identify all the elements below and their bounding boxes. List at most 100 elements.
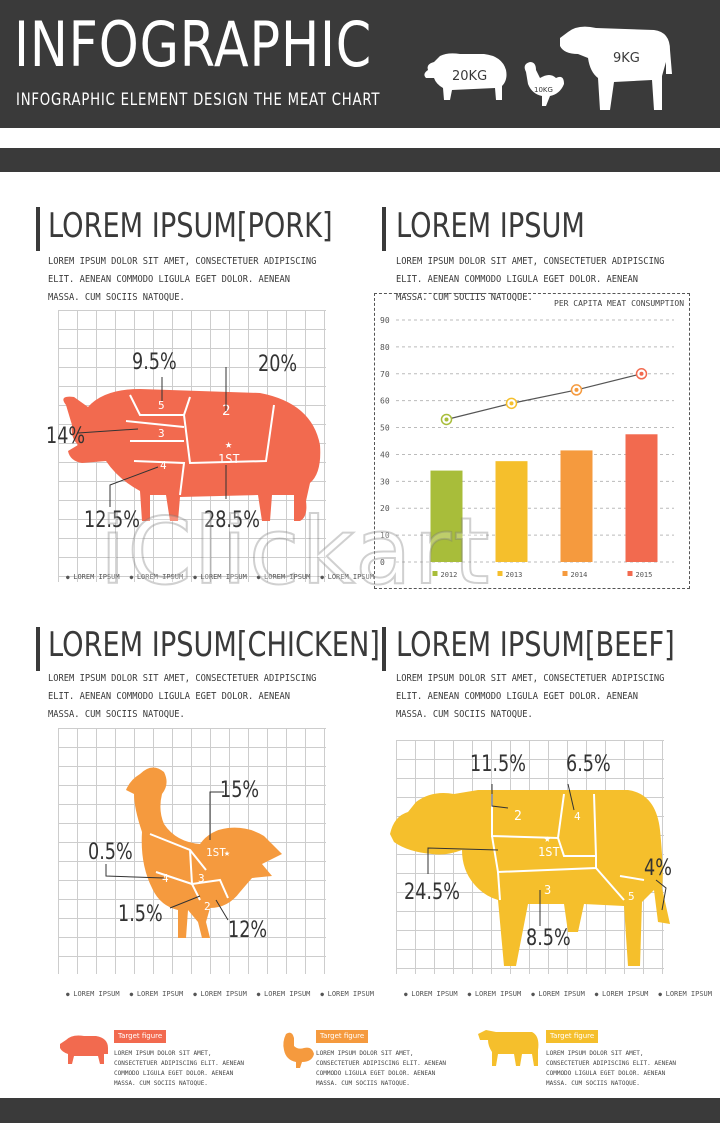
- chicken-pct-15: 15%: [220, 778, 260, 803]
- target-tag: Target figure: [114, 1030, 167, 1043]
- svg-text:★: ★: [224, 848, 230, 859]
- chart-x-tick-label: 2013: [506, 571, 523, 579]
- chicken-cut-diagram: 1ST ★ 4 3 2: [105, 767, 282, 938]
- chicken-cut-4: 4: [162, 872, 169, 885]
- svg-text:★: ★: [225, 437, 232, 451]
- pig-weight-label: 20KG: [452, 69, 487, 84]
- chicken-pct-12: 12%: [228, 918, 268, 943]
- chicken-cut-2: 2: [204, 900, 211, 913]
- pork-legend-item: LOREM IPSUM: [257, 573, 310, 581]
- chicken-title-bar: [36, 627, 40, 671]
- cow-weight-label: 9KG: [613, 51, 640, 66]
- chart-point-dot: [444, 417, 449, 422]
- beef-description: LOREM IPSUM DOLOR SIT AMET, CONSECTETUER…: [396, 673, 665, 720]
- pork-title-bar: [36, 207, 40, 251]
- pork-cut-1st: 1ST: [218, 452, 240, 466]
- chicken-legend: LOREM IPSUM LOREM IPSUM LOREM IPSUM LORE…: [66, 990, 374, 998]
- target-figure-chicken: Target figure LOREM IPSUM DOLOR SIT AMET…: [316, 1030, 456, 1089]
- chicken-legend-item: LOREM IPSUM: [66, 990, 119, 998]
- chart-y-tick-label: 80: [380, 343, 390, 352]
- chart-y-tick-label: 70: [380, 370, 390, 379]
- chart-x-legend-swatch: [562, 571, 568, 576]
- target-tag: Target figure: [316, 1030, 369, 1043]
- chart-y-tick-label: 50: [380, 424, 390, 433]
- chart-point-dot: [509, 401, 514, 406]
- target-chicken-icon: [283, 1032, 314, 1068]
- beef-cut-3: 3: [544, 883, 551, 897]
- chart-y-tick-label: 30: [380, 477, 390, 486]
- pork-pct-14: 14%: [46, 424, 86, 449]
- chicken-description: LOREM IPSUM DOLOR SIT AMET, CONSECTETUER…: [48, 673, 317, 720]
- chart-trend-line: [446, 373, 642, 421]
- consumption-chart-frame: [374, 293, 690, 589]
- beef-body-shape: [390, 790, 670, 966]
- beef-legend-item: LOREM IPSUM: [404, 990, 457, 998]
- target-figure-beef: Target figure LOREM IPSUM DOLOR SIT AMET…: [546, 1030, 686, 1089]
- beef-title-bar: [382, 627, 386, 671]
- consumption-title: LOREM IPSUM: [396, 206, 585, 246]
- pork-legend-item: LOREM IPSUM: [130, 573, 183, 581]
- header-animal-icons: 20KG 10KG 9KG: [424, 26, 672, 111]
- pork-cut-5: 5: [158, 399, 165, 412]
- header-chicken-icon: 10KG: [524, 62, 564, 106]
- chicken-pct-0-5: 0.5%: [88, 840, 133, 865]
- beef-cut-4: 4: [574, 810, 581, 823]
- chicken-body-shape: [126, 767, 282, 938]
- page-subtitle: INFOGRAPHIC ELEMENT DESIGN THE MEAT CHAR…: [16, 90, 381, 110]
- target-text: LOREM IPSUM DOLOR SIT AMET, CONSECTETUER…: [546, 1050, 677, 1087]
- pork-description: LOREM IPSUM DOLOR SIT AMET, CONSECTETUER…: [48, 256, 317, 303]
- chicken-legend-item: LOREM IPSUM: [257, 990, 310, 998]
- chart-y-tick-label: 40: [380, 450, 390, 459]
- chart-y-tick-label: 90: [380, 316, 390, 325]
- chart-y-tick-label: 0: [380, 558, 385, 567]
- chicken-cut-3: 3: [198, 872, 205, 885]
- chicken-legend-item: LOREM IPSUM: [130, 990, 183, 998]
- chicken-weight-label: 10KG: [534, 86, 553, 94]
- beef-cut-diagram: 2 4 1ST ★ 3 5: [390, 783, 670, 966]
- chart-title: PER CAPITA MEAT CONSUMPTION: [554, 299, 685, 308]
- target-figure-pork: Target figure LOREM IPSUM DOLOR SIT AMET…: [114, 1030, 254, 1089]
- beef-pct-24-5: 24.5%: [404, 880, 460, 905]
- beef-legend-item: LOREM IPSUM: [658, 990, 712, 998]
- pork-title: LOREM IPSUM[PORK]: [48, 206, 333, 246]
- consumption-title-bar: [382, 207, 386, 251]
- footer-bar: [0, 1098, 720, 1123]
- consumption-description: LOREM IPSUM DOLOR SIT AMET, CONSECTETUER…: [396, 256, 665, 303]
- chart-point-dot: [639, 371, 644, 376]
- pork-legend-item: LOREM IPSUM: [193, 573, 246, 581]
- chicken-pct-1-5: 1.5%: [118, 902, 163, 927]
- chart-x-legend-swatch: [497, 571, 503, 576]
- chart-bar: [430, 470, 463, 562]
- beef-legend: LOREM IPSUM LOREM IPSUM LOREM IPSUM LORE…: [404, 990, 712, 998]
- beef-legend-item: LOREM IPSUM: [595, 990, 648, 998]
- consumption-chart: 0 10 20 30 40 50 60 70 80 90 2012 2013 2014 2015: [380, 316, 674, 579]
- beef-legend-item: LOREM IPSUM: [468, 990, 521, 998]
- chart-x-tick-label: 2012: [441, 571, 458, 579]
- target-pig-icon: [60, 1035, 108, 1064]
- header-banner: INFOGRAPHIC INFOGRAPHIC ELEMENT DESIGN T…: [0, 0, 720, 128]
- beef-legend-item: LOREM IPSUM: [531, 990, 584, 998]
- pork-legend-item: LOREM IPSUM: [320, 573, 374, 581]
- target-cow-icon: [478, 1030, 539, 1066]
- chicken-cut-1st: 1ST: [206, 846, 226, 859]
- pork-pct-12-5: 12.5%: [84, 508, 140, 533]
- target-text: LOREM IPSUM DOLOR SIT AMET, CONSECTETUER…: [114, 1050, 245, 1087]
- beef-cut-2: 2: [514, 809, 522, 824]
- pork-pct-28-5: 28.5%: [204, 508, 260, 533]
- beef-cut-5: 5: [628, 890, 635, 903]
- page-title: INFOGRAPHIC: [14, 8, 373, 81]
- chicken-legend-item: LOREM IPSUM: [193, 990, 246, 998]
- pork-cut-3: 3: [158, 427, 165, 440]
- watermark-logo: iClickart: [99, 497, 492, 606]
- beef-pct-8-5: 8.5%: [526, 926, 571, 951]
- chart-x-tick-label: 2014: [571, 571, 588, 579]
- header-divider-band: [0, 148, 720, 172]
- pork-legend-item: LOREM IPSUM: [66, 573, 119, 581]
- beef-cut-1st: 1ST: [538, 845, 560, 859]
- beef-title: LOREM IPSUM[BEEF]: [396, 625, 675, 665]
- chicken-title: LOREM IPSUM[CHICKEN]: [48, 625, 380, 665]
- pork-pct-20: 20%: [258, 352, 298, 377]
- beef-pct-4: 4%: [644, 856, 672, 881]
- chicken-legend-item: LOREM IPSUM: [320, 990, 374, 998]
- pork-cut-4: 4: [160, 459, 167, 472]
